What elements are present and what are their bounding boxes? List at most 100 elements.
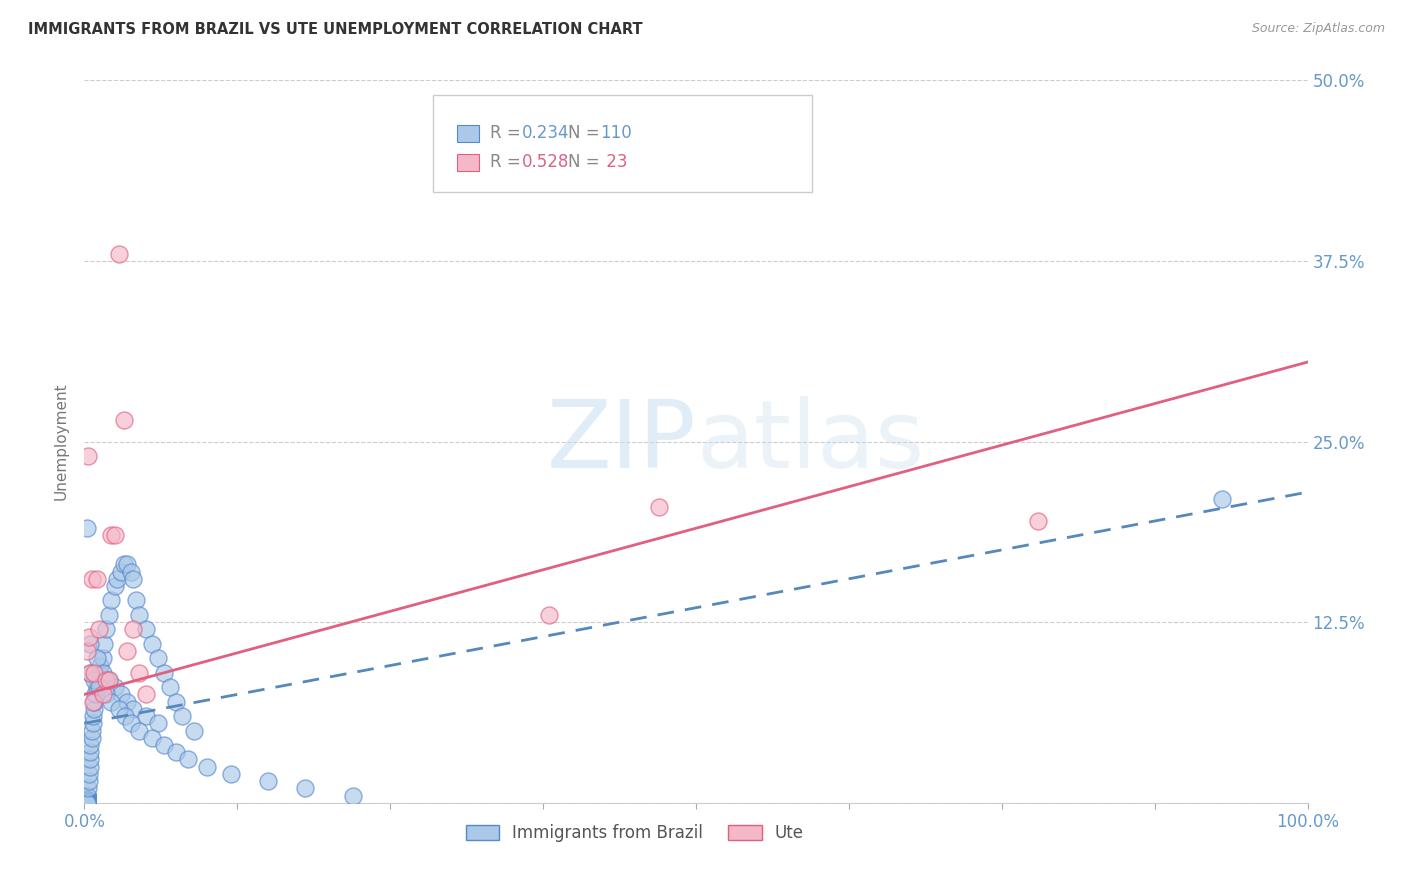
- Point: [80, 723, 103, 738]
- Point: [82, 709, 104, 723]
- Point: [76, 794, 98, 808]
- Point: [110, 565, 132, 579]
- Text: Source: ZipAtlas.com: Source: ZipAtlas.com: [1251, 22, 1385, 36]
- Point: [76, 789, 98, 803]
- Point: [538, 607, 561, 622]
- FancyBboxPatch shape: [457, 125, 479, 142]
- Point: [80, 731, 103, 745]
- Point: [76, 789, 98, 803]
- Text: 110: 110: [600, 124, 633, 142]
- Point: [115, 644, 138, 658]
- Point: [294, 781, 316, 796]
- Point: [177, 752, 200, 766]
- Point: [76, 793, 98, 807]
- Point: [84, 687, 107, 701]
- Point: [76, 793, 98, 807]
- Text: R =: R =: [491, 153, 526, 171]
- Point: [76, 789, 98, 803]
- Point: [79, 637, 101, 651]
- Point: [76, 789, 98, 803]
- Point: [76, 789, 98, 803]
- Point: [79, 760, 101, 774]
- Point: [76, 789, 98, 803]
- Point: [79, 752, 101, 766]
- Point: [146, 716, 169, 731]
- Point: [128, 665, 150, 680]
- Point: [86, 673, 108, 687]
- Point: [165, 745, 187, 759]
- Point: [100, 593, 122, 607]
- Point: [135, 687, 157, 701]
- Point: [128, 607, 150, 622]
- Point: [76, 794, 98, 808]
- Point: [120, 565, 142, 579]
- Point: [76, 789, 98, 803]
- Point: [83, 695, 105, 709]
- Point: [114, 709, 136, 723]
- Point: [115, 558, 138, 572]
- Point: [76, 796, 98, 810]
- Point: [76, 796, 98, 810]
- Point: [91, 651, 114, 665]
- Point: [125, 593, 148, 607]
- Point: [76, 793, 98, 807]
- Point: [76, 796, 98, 810]
- Point: [79, 665, 101, 680]
- Point: [135, 709, 157, 723]
- Point: [83, 665, 105, 680]
- Text: 23: 23: [600, 153, 627, 171]
- Point: [122, 572, 145, 586]
- Point: [96, 687, 118, 701]
- Point: [76, 789, 98, 803]
- Point: [1028, 514, 1050, 528]
- Point: [76, 793, 98, 807]
- Point: [76, 796, 98, 810]
- Point: [97, 607, 120, 622]
- Point: [122, 702, 145, 716]
- Point: [76, 796, 98, 810]
- Point: [76, 796, 98, 810]
- FancyBboxPatch shape: [457, 153, 479, 170]
- Point: [76, 796, 98, 810]
- Point: [76, 794, 98, 808]
- Point: [195, 760, 218, 774]
- Point: [93, 637, 115, 651]
- Point: [120, 716, 142, 731]
- Point: [153, 738, 176, 752]
- Point: [77, 449, 100, 463]
- Point: [141, 637, 163, 651]
- Point: [107, 246, 129, 260]
- Point: [122, 623, 145, 637]
- Point: [76, 796, 98, 810]
- Point: [107, 702, 129, 716]
- Point: [76, 789, 98, 803]
- Y-axis label: Unemployment: Unemployment: [53, 383, 69, 500]
- Point: [76, 794, 98, 808]
- Point: [87, 665, 110, 680]
- Point: [87, 623, 110, 637]
- Point: [97, 673, 120, 687]
- Point: [77, 774, 100, 789]
- Legend: Immigrants from Brazil, Ute: Immigrants from Brazil, Ute: [458, 817, 811, 848]
- Point: [76, 793, 98, 807]
- Point: [146, 651, 169, 665]
- Point: [86, 651, 108, 665]
- Point: [79, 745, 101, 759]
- Point: [257, 774, 280, 789]
- Point: [104, 680, 127, 694]
- Point: [96, 623, 118, 637]
- Point: [100, 528, 122, 542]
- Point: [82, 695, 104, 709]
- Text: atlas: atlas: [696, 395, 924, 488]
- Point: [76, 793, 98, 807]
- Point: [165, 695, 187, 709]
- Text: IMMIGRANTS FROM BRAZIL VS UTE UNEMPLOYMENT CORRELATION CHART: IMMIGRANTS FROM BRAZIL VS UTE UNEMPLOYME…: [28, 22, 643, 37]
- Point: [112, 558, 135, 572]
- Point: [87, 680, 110, 694]
- Text: N =: N =: [568, 153, 605, 171]
- Point: [105, 572, 128, 586]
- Point: [100, 695, 122, 709]
- Text: N =: N =: [568, 124, 605, 142]
- Point: [76, 789, 98, 803]
- Point: [86, 680, 108, 694]
